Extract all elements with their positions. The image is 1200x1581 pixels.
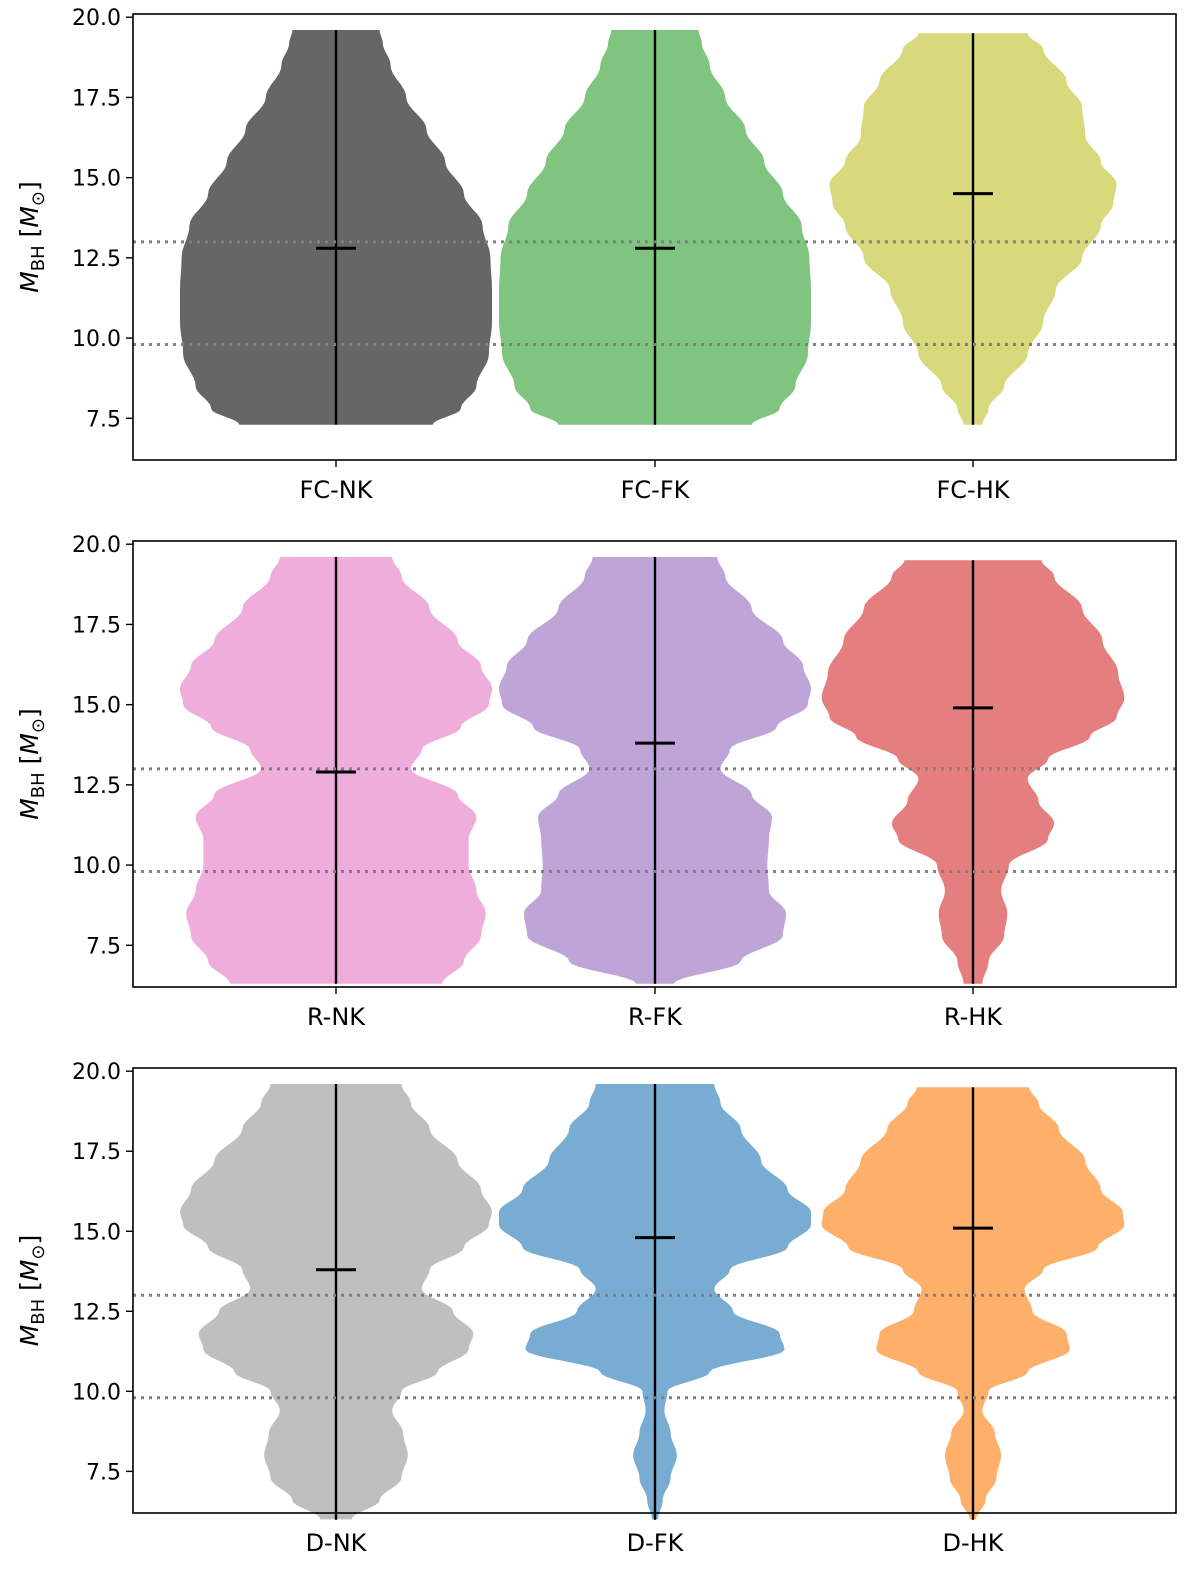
- panel-1: 7.5 10.0 12.5 15.0 17.5 20.0 FC-NK FC-FK FC-HK MB…: [15, 6, 1177, 504]
- y-axis-label: MBH [M⊙]: [15, 181, 49, 293]
- y-tick-label: 12.5: [72, 1300, 121, 1325]
- x-tick-label: R-NK: [307, 1003, 366, 1031]
- y-tick-label: 15.0: [72, 167, 121, 192]
- y-tick-label: 7.5: [86, 934, 121, 959]
- y-tick-label: 20.0: [72, 1060, 121, 1085]
- y-tick-label: 12.5: [72, 774, 121, 799]
- y-axis-label-part: M: [15, 206, 44, 228]
- y-tick-label: 17.5: [72, 86, 121, 111]
- x-tick-label: D-FK: [627, 1529, 685, 1557]
- y-tick-label: 15.0: [72, 1220, 121, 1245]
- y-axis-label-part: ⊙: [28, 1244, 49, 1259]
- y-axis-label-part: [: [15, 1281, 44, 1299]
- y-axis-label-part: ]: [15, 181, 44, 191]
- x-tick-label: R-HK: [944, 1003, 1003, 1031]
- y-tick-label: 17.5: [72, 1140, 121, 1165]
- x-tick-label: R-FK: [628, 1003, 683, 1031]
- y-axis-label: MBH [M⊙]: [15, 708, 49, 820]
- y-axis-label-part: BH: [28, 772, 49, 798]
- y-tick-label: 15.0: [72, 694, 121, 719]
- y-axis-label-part: ]: [15, 1235, 44, 1245]
- y-axis-label: MBH [M⊙]: [15, 1235, 49, 1347]
- y-axis-label-part: M: [15, 798, 44, 820]
- x-tick-label: FC-FK: [621, 476, 691, 504]
- y-axis-label-part: M: [15, 733, 44, 755]
- y-tick-label: 12.5: [72, 247, 121, 272]
- y-tick-label: 17.5: [72, 613, 121, 638]
- y-tick-label: 20.0: [72, 533, 121, 558]
- y-tick-label: 7.5: [86, 1460, 121, 1485]
- y-axis-label-part: BH: [28, 1299, 49, 1325]
- y-axis-label-part: M: [15, 1260, 44, 1282]
- x-tick-label: D-HK: [943, 1529, 1005, 1557]
- y-axis-label-part: ⊙: [28, 718, 49, 733]
- y-axis-label-part: ⊙: [28, 191, 49, 206]
- x-tick-label: FC-NK: [300, 476, 374, 504]
- y-tick-label: 10.0: [72, 854, 121, 879]
- y-tick-label: 20.0: [72, 6, 121, 31]
- y-axis-label-part: BH: [28, 245, 49, 271]
- y-tick-label: 7.5: [86, 407, 121, 432]
- y-axis-label-part: M: [15, 1325, 44, 1347]
- y-tick-label: 10.0: [72, 1380, 121, 1405]
- x-tick-label: FC-HK: [936, 476, 1010, 504]
- y-axis-label-part: [: [15, 755, 44, 773]
- y-axis-label-part: M: [15, 271, 44, 293]
- y-axis-label-part: ]: [15, 708, 44, 718]
- y-axis-label-part: [: [15, 228, 44, 246]
- x-tick-label: D-NK: [306, 1529, 368, 1557]
- y-tick-label: 10.0: [72, 327, 121, 352]
